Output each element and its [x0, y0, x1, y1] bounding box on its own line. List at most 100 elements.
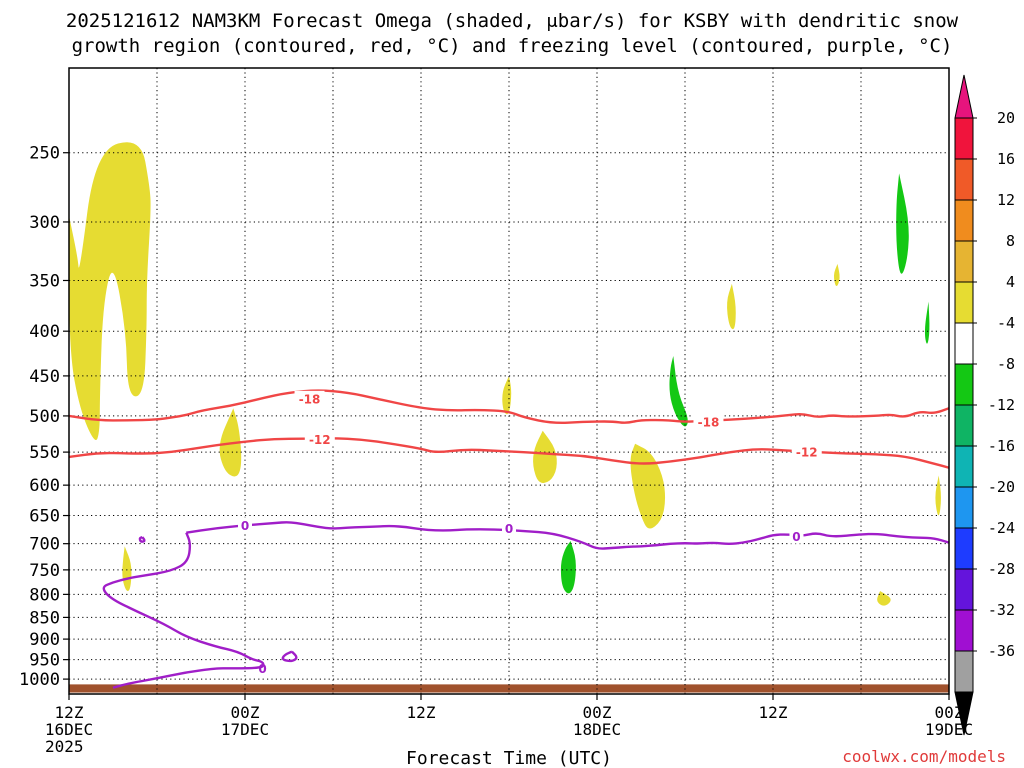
omega-region-10	[935, 475, 941, 516]
colorbar-tick-label: 16	[997, 150, 1015, 168]
colorbar-segment-12	[954, 568, 974, 611]
plot-frame	[68, 67, 950, 695]
freezing-label-bg-1-1	[238, 517, 252, 533]
credit-text: coolwx.com/models	[842, 747, 1006, 766]
freezing-label-bg-1-4	[255, 660, 270, 676]
y-tick-label: 500	[29, 407, 60, 427]
dsg-label-bg-2-2	[791, 444, 822, 460]
y-tick-label: 800	[29, 585, 60, 605]
freezing-contour-label: 0	[505, 522, 513, 536]
colorbar-segment-4	[954, 240, 974, 283]
colorbar-segment-1	[954, 117, 974, 160]
chart-title-line2: growth region (contoured, red, °C) and f…	[72, 35, 953, 57]
y-tick-label: 1000	[19, 670, 60, 690]
freezing-label-bg-1-2	[502, 520, 516, 536]
freezing-contour-2	[102, 532, 265, 689]
omega-region-13	[669, 356, 688, 427]
colorbar-segment-11	[954, 527, 974, 570]
omega-region-12	[924, 301, 930, 344]
y-tick-label: 700	[29, 535, 60, 555]
colorbar-tick-label: -28	[988, 560, 1015, 578]
dsg-contour-label: -18	[698, 415, 720, 429]
freezing-label-bg-1-3	[789, 528, 804, 544]
omega-region-3	[122, 546, 132, 591]
dsg-contour-label: -12	[309, 433, 331, 447]
dsg-contour-label: -18	[299, 392, 321, 406]
dsg-label-bg-1-2	[693, 413, 724, 429]
omega-region-6	[630, 443, 666, 529]
x-tick-label: 00Z	[583, 703, 612, 722]
x-tick-label: 12Z	[407, 703, 436, 722]
y-tick-label: 850	[29, 608, 60, 628]
omega-region-7	[727, 283, 736, 330]
colorbar-segment-8	[954, 404, 974, 447]
colorbar-tick-label: -24	[988, 519, 1015, 537]
y-tick-label: 950	[29, 651, 60, 671]
colorbar-tick-label: 4	[1006, 273, 1015, 291]
x-tick-label: 19DEC	[925, 720, 973, 739]
y-tick-label: 400	[29, 322, 60, 342]
omega-region-9	[877, 591, 891, 606]
colorbar-segment-14	[954, 650, 974, 693]
colorbar-tick-label: -8	[997, 355, 1015, 373]
chart-title-line1: 2025121612 NAM3KM Forecast Omega (shaded…	[66, 10, 959, 32]
omega-region-11	[896, 173, 909, 274]
contour-layer: -18 -18 -12 -12 0 0 0 0	[69, 389, 949, 689]
colorbar-tick-label: -20	[988, 478, 1015, 496]
colorbar-segment-9	[954, 445, 974, 488]
colorbar-tick-label: 12	[997, 191, 1015, 209]
colorbar-tick-label: -4	[997, 314, 1015, 332]
freezing-contour-label: 0	[258, 662, 266, 676]
x-tick-label: 00Z	[935, 703, 964, 722]
y-tick-label: 550	[29, 443, 60, 463]
y-tick-label: 750	[29, 561, 60, 581]
y-tick-label: 350	[29, 271, 60, 291]
colorbar-tick-label: 8	[1006, 232, 1015, 250]
y-tick-label: 300	[29, 213, 60, 233]
colorbar: 20 16 12 8 4 -4 -8 -12 -16 -20 -24 -28 -32 -36	[954, 74, 1015, 736]
x-tick-label: 18DEC	[573, 720, 621, 739]
omega-region-8	[833, 263, 840, 287]
colorbar-top-arrow	[954, 74, 974, 119]
colorbar-segment-2	[954, 158, 974, 201]
colorbar-segment-10	[954, 486, 974, 529]
colorbar-segment-13	[954, 609, 974, 652]
freezing-contour-label: 0	[792, 530, 800, 544]
freezing-contour-label: 0	[241, 519, 249, 533]
freezing-contour-3	[281, 650, 298, 663]
colorbar-segment-6	[954, 322, 974, 365]
omega-region-5	[533, 430, 557, 483]
dsg-label-bg-1-1	[294, 390, 325, 406]
x-tick-label: 17DEC	[221, 720, 269, 739]
y-tick-label: 900	[29, 630, 60, 650]
x-axis-label: Forecast Time (UTC)	[406, 748, 612, 768]
colorbar-tick-label: 20	[997, 109, 1015, 127]
gridlines-layer	[69, 68, 949, 694]
colorbar-tick-label: -36	[988, 642, 1015, 660]
freezing-contour-4	[138, 535, 146, 543]
x-tick-label: 12Z	[55, 703, 84, 722]
omega-region-14	[560, 541, 576, 594]
y-axis-ticks: 2503003504004505005506006507007508008509…	[19, 144, 69, 690]
x-tick-label: 16DEC	[45, 720, 93, 739]
x-tick-label: 12Z	[759, 703, 788, 722]
omega-region-4	[502, 375, 512, 415]
colorbar-tick-label: -16	[988, 437, 1015, 455]
omega-region-1	[69, 142, 151, 440]
y-tick-label: 450	[29, 367, 60, 387]
x-tick-label: 00Z	[231, 703, 260, 722]
y-tick-label: 250	[29, 144, 60, 164]
colorbar-tick-label: -32	[988, 601, 1015, 619]
x-tick-label: 2025	[45, 737, 84, 756]
dsg-label-bg-2-1	[304, 431, 335, 447]
colorbar-tick-label: -12	[988, 396, 1015, 414]
colorbar-segment-5	[954, 281, 974, 324]
colorbar-bottom-arrow	[954, 691, 974, 736]
y-tick-label: 650	[29, 507, 60, 527]
freezing-contour-1	[186, 521, 949, 550]
dsg-contour-label: -12	[796, 446, 818, 460]
colorbar-segment-3	[954, 199, 974, 242]
y-tick-label: 600	[29, 476, 60, 496]
